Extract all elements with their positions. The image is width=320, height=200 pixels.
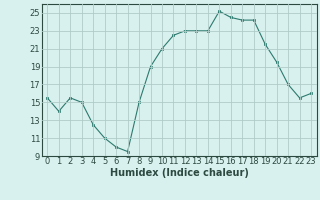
X-axis label: Humidex (Indice chaleur): Humidex (Indice chaleur) [110,168,249,178]
